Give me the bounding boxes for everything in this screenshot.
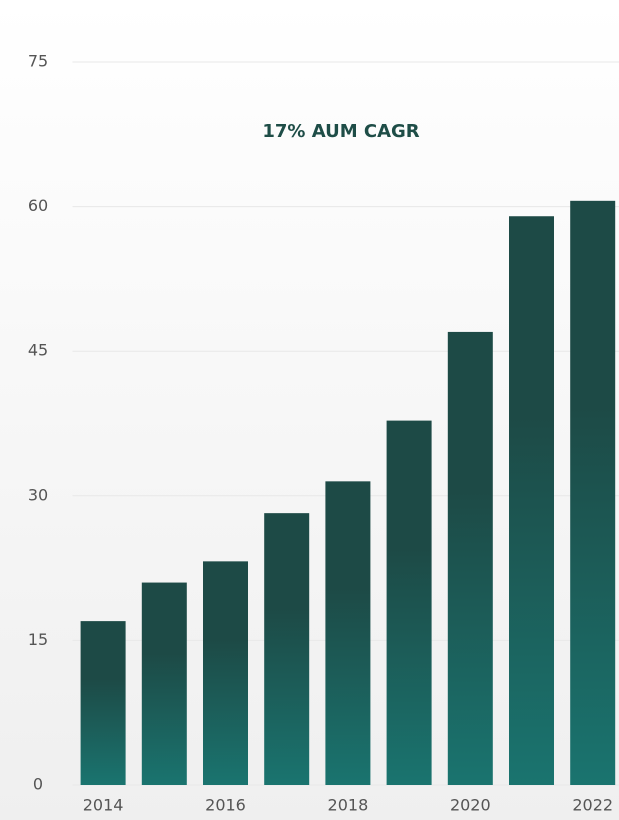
bar <box>203 561 248 785</box>
y-tick-label: 75 <box>28 52 48 71</box>
y-tick-label: 45 <box>28 341 48 360</box>
x-tick-label: 2020 <box>450 796 491 815</box>
bar <box>80 621 126 785</box>
bar <box>509 216 554 786</box>
y-tick-label: 0 <box>33 775 43 794</box>
bar <box>264 513 310 785</box>
bar <box>570 200 616 786</box>
y-tick-label: 15 <box>28 630 48 649</box>
bar <box>325 481 371 785</box>
y-tick-label: 30 <box>28 485 48 504</box>
x-tick-label: 2014 <box>83 796 124 815</box>
bar <box>141 582 187 785</box>
bar <box>386 420 432 785</box>
chart-title: 17% AUM CAGR <box>262 121 419 142</box>
x-tick-label: 2016 <box>205 796 246 815</box>
bar <box>447 331 493 785</box>
x-tick-label: 2022 <box>572 796 613 815</box>
y-tick-label: 60 <box>28 196 48 215</box>
x-tick-label: 2018 <box>328 796 369 815</box>
